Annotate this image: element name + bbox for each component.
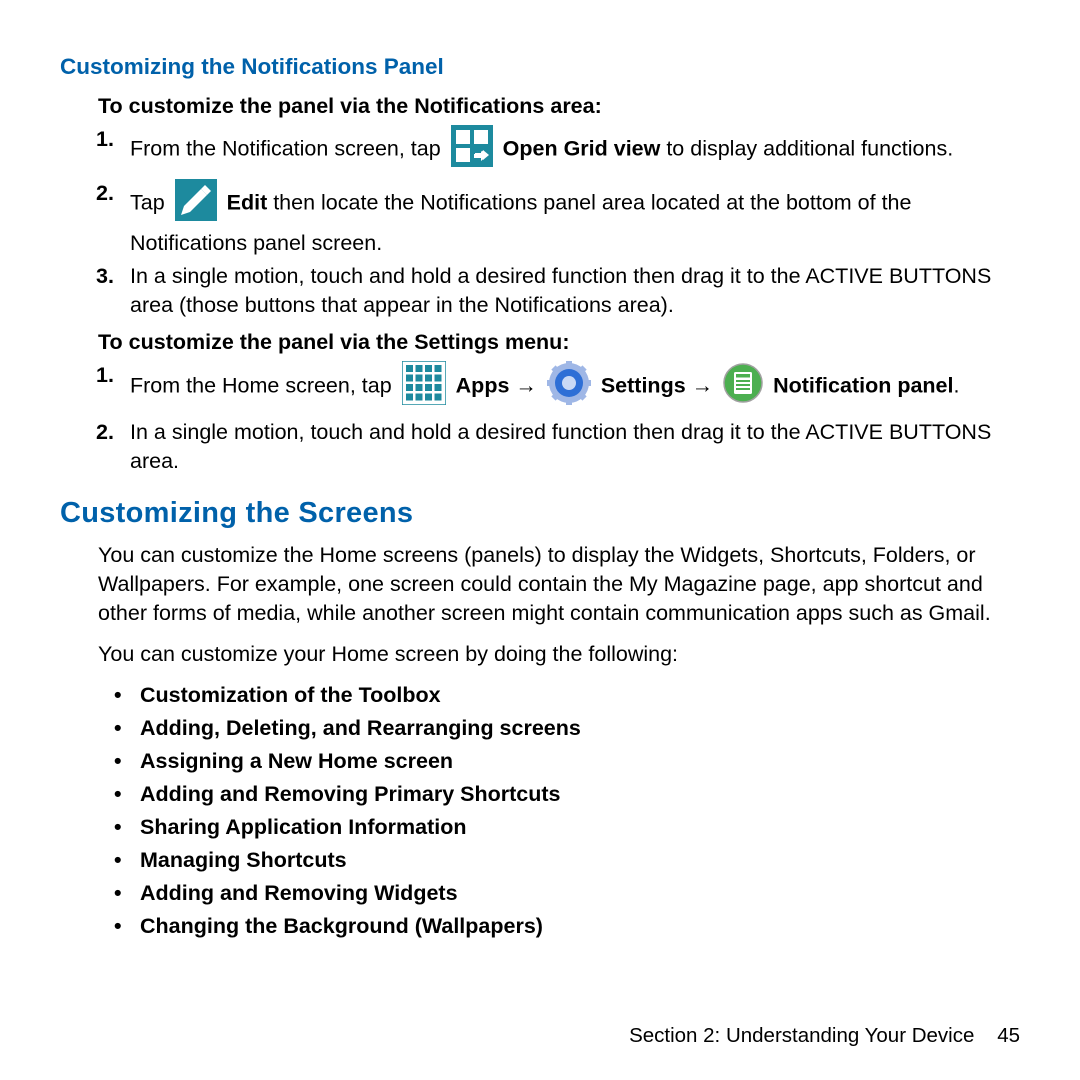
grid-view-icon [451, 125, 493, 175]
notif-panel-label: Notification panel [773, 374, 953, 398]
footer-page-number: 45 [997, 1024, 1020, 1047]
apps-grid-icon [402, 361, 446, 413]
apps-label: Apps [456, 374, 510, 398]
step-a1-bold: Open Grid view [503, 137, 661, 161]
step-a2-bold: Edit [227, 191, 268, 215]
step-a2-pre: Tap [130, 191, 171, 215]
manual-page: Customizing the Notifications Panel To c… [0, 0, 1080, 1080]
steps-settings: From the Home screen, tap Apps → [60, 361, 1020, 475]
list-item: Sharing Application Information [140, 813, 1020, 842]
settings-label: Settings [601, 374, 686, 398]
step-a1: From the Notification screen, tap [130, 125, 1020, 175]
label-via-settings: To customize the panel via the Settings … [60, 328, 1020, 357]
step-a3: In a single motion, touch and hold a des… [130, 262, 1020, 320]
edit-pencil-icon [175, 179, 217, 229]
period: . [953, 374, 959, 398]
step-a1-pre: From the Notification screen, tap [130, 137, 447, 161]
settings-gear-icon [547, 361, 591, 413]
list-item: Adding and Removing Primary Shortcuts [140, 780, 1020, 809]
customize-options-list: Customization of the Toolbox Adding, Del… [60, 681, 1020, 941]
page-footer: Section 2: Understanding Your Device 45 [629, 1022, 1020, 1050]
list-item: Assigning a New Home screen [140, 747, 1020, 776]
steps-area: From the Notification screen, tap [60, 125, 1020, 320]
step-a1-post: to display additional functions. [660, 137, 953, 161]
list-item: Adding and Removing Widgets [140, 879, 1020, 908]
notification-panel-icon [723, 363, 763, 411]
step-a2: Tap Edit then locate the Notifications p… [130, 179, 1020, 258]
subheading-notifications: Customizing the Notifications Panel [60, 52, 1020, 82]
para-screens-intro: You can customize the Home screens (pane… [60, 541, 1020, 628]
label-via-area: To customize the panel via the Notificat… [60, 92, 1020, 121]
heading-customizing-screens: Customizing the Screens [60, 494, 1020, 533]
step-b2: In a single motion, touch and hold a des… [130, 418, 1020, 476]
para-screens-lead: You can customize your Home screen by do… [60, 640, 1020, 669]
step-b1-pre: From the Home screen, tap [130, 374, 398, 398]
arrow-1: → [509, 374, 542, 398]
list-item: Adding, Deleting, and Rearranging screen… [140, 714, 1020, 743]
list-item: Customization of the Toolbox [140, 681, 1020, 710]
list-item: Changing the Background (Wallpapers) [140, 912, 1020, 941]
footer-section-label: Section 2: Understanding Your Device [629, 1024, 974, 1047]
step-b1: From the Home screen, tap Apps → [130, 361, 1020, 413]
arrow-2: → [686, 374, 719, 398]
list-item: Managing Shortcuts [140, 846, 1020, 875]
